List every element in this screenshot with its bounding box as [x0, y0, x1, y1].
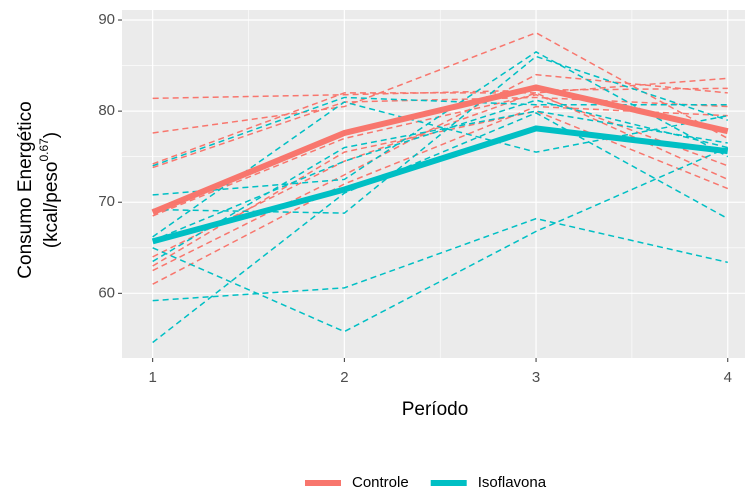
individual-line [152, 55, 728, 214]
x-tick-label: 2 [340, 369, 348, 386]
individual-line [152, 110, 728, 263]
individual-line [152, 217, 728, 302]
individual-line [152, 146, 729, 333]
y-tick-label: 60 [98, 284, 115, 301]
x-tick-label: 3 [532, 369, 540, 386]
legend-label: Controle [352, 474, 409, 491]
unit-end: ) [41, 132, 62, 138]
y-axis-title: Consumo Energético [15, 101, 36, 278]
individual-line [152, 77, 728, 165]
individual-line [152, 99, 728, 242]
individual-line [152, 87, 728, 100]
y-axis-title-unit: (kcal/peso0.67) [37, 132, 62, 248]
unit-exponent: 0.67 [37, 138, 51, 162]
mean-line [151, 84, 729, 216]
individual-line [152, 101, 728, 238]
legend-label: Isoflavona [478, 474, 547, 491]
x-tick-label: 4 [724, 369, 732, 386]
unit-base: (kcal/peso [41, 162, 62, 249]
individual-line [152, 112, 729, 344]
mean-line [151, 125, 729, 245]
y-tick-label: 80 [98, 102, 115, 119]
x-tick-label: 1 [148, 369, 156, 386]
individual-line [152, 73, 728, 272]
individual-line [152, 110, 729, 267]
individual-line [152, 93, 729, 217]
x-axis-title: Período [402, 399, 469, 420]
individual-line [152, 51, 729, 196]
y-tick-label: 90 [98, 11, 115, 28]
individual-line [152, 96, 728, 169]
y-tick-label: 70 [98, 193, 115, 210]
